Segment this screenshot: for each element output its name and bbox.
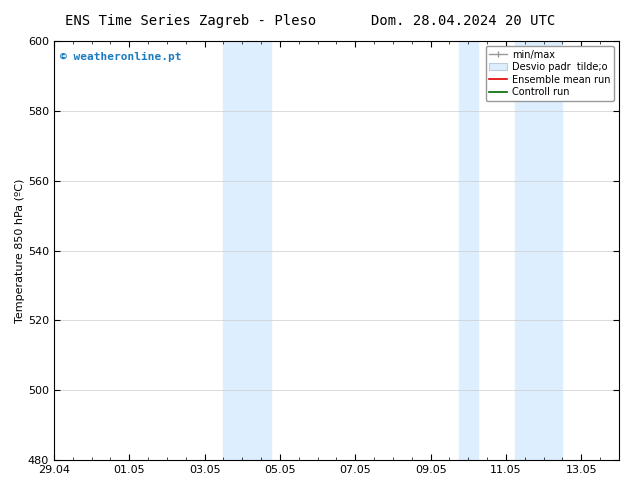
Text: ENS Time Series Zagreb - Pleso: ENS Time Series Zagreb - Pleso <box>65 14 316 28</box>
Bar <box>242 41 271 460</box>
Text: © weatheronline.pt: © weatheronline.pt <box>60 51 181 62</box>
Bar <box>459 41 478 460</box>
Bar <box>515 41 562 460</box>
Bar <box>223 41 242 460</box>
Legend: min/max, Desvio padr  tilde;o, Ensemble mean run, Controll run: min/max, Desvio padr tilde;o, Ensemble m… <box>486 46 614 101</box>
Y-axis label: Temperature 850 hPa (ºC): Temperature 850 hPa (ºC) <box>15 178 25 323</box>
Text: Dom. 28.04.2024 20 UTC: Dom. 28.04.2024 20 UTC <box>371 14 555 28</box>
